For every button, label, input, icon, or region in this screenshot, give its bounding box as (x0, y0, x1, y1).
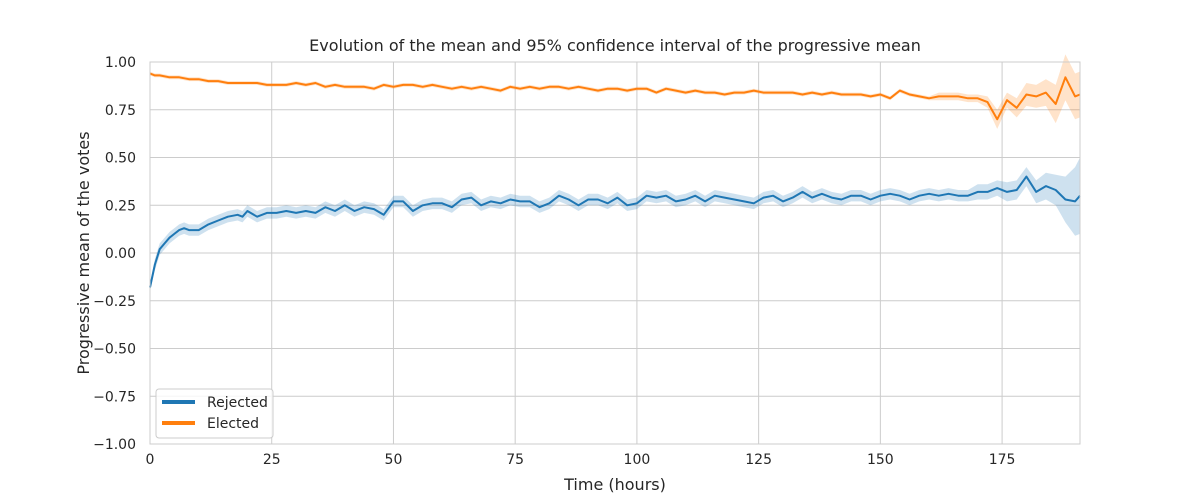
y-axis-label: Progressive mean of the votes (74, 131, 93, 374)
x-tick-label: 0 (146, 452, 155, 468)
y-tick-label: −0.50 (93, 342, 136, 358)
y-tick-label: 0.75 (105, 103, 136, 119)
series-line-elected (149, 72, 1081, 121)
x-tick-label: 175 (989, 452, 1016, 468)
tick-labels: 0 25 50 75 100 125 150 175 −1.00 −0.75 −0.50 −0.25 0… (93, 55, 1015, 468)
legend-label-rejected: Rejected (207, 395, 268, 411)
y-tick-label: 0.25 (105, 198, 136, 214)
x-tick-label: 25 (263, 452, 281, 468)
y-tick-label: 0.00 (105, 246, 136, 262)
legend: Rejected Elected (155, 388, 274, 439)
legend-label-elected: Elected (207, 416, 259, 432)
series-lines (149, 72, 1081, 288)
ci-band-elected (150, 54, 1080, 129)
confidence-bands (150, 54, 1080, 292)
chart-title: Evolution of the mean and 95% confidence… (309, 36, 921, 55)
y-tick-label: −1.00 (93, 437, 136, 453)
x-tick-label: 50 (385, 452, 403, 468)
y-tick-label: −0.75 (93, 389, 136, 405)
grid-lines (149, 61, 1080, 445)
x-tick-label: 150 (867, 452, 894, 468)
plot-frame (149, 61, 1081, 445)
series-line-rejected (149, 175, 1081, 288)
y-tick-label: 0.50 (105, 151, 136, 167)
x-tick-label: 75 (506, 452, 524, 468)
ci-band-rejected (150, 157, 1080, 292)
y-tick-label: 1.00 (105, 55, 136, 71)
y-tick-label: −0.25 (93, 294, 136, 310)
x-tick-label: 100 (624, 452, 651, 468)
x-axis-label: Time (hours) (563, 475, 666, 494)
x-tick-label: 125 (745, 452, 772, 468)
